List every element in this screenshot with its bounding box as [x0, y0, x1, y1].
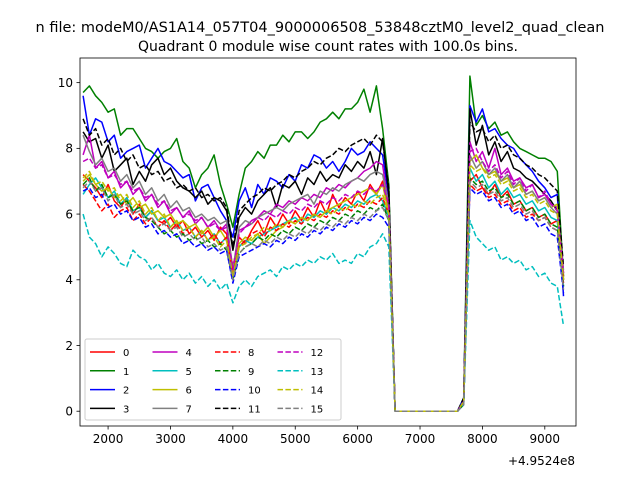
x-tick-label-4000: 4000 [218, 432, 249, 446]
series-line-14 [82, 164, 565, 412]
legend-label-11: 11 [248, 404, 261, 415]
y-tick-label-0: 0 [65, 405, 73, 419]
series-line-2 [82, 95, 565, 412]
legend-label-7: 7 [186, 404, 192, 415]
series-line-8 [82, 183, 565, 412]
legend-label-8: 8 [248, 348, 254, 359]
series-line-10 [82, 187, 565, 412]
legend-label-2: 2 [123, 386, 129, 397]
chart-suptitle: n file: modeM0/AS1A14_057T04_9000006508_… [36, 20, 605, 36]
legend-label-9: 9 [248, 367, 254, 378]
legend-label-1: 1 [123, 367, 129, 378]
x-tick-label-6000: 6000 [342, 432, 373, 446]
legend-label-0: 0 [123, 348, 129, 359]
legend-label-5: 5 [186, 367, 192, 378]
legend-label-6: 6 [186, 386, 192, 397]
x-tick-label-3000: 3000 [155, 432, 186, 446]
y-tick-label-6: 6 [65, 207, 73, 221]
series-line-0 [82, 173, 565, 412]
legend-box [84, 338, 342, 421]
y-axis: 0 2 4 6 8 10 [58, 76, 80, 419]
plot-frame [79, 57, 577, 427]
series-line-12 [82, 147, 565, 412]
series-line-15 [82, 180, 565, 412]
plot-area [79, 57, 577, 427]
x-tick-label-5000: 5000 [280, 432, 311, 446]
series-line-13 [82, 213, 565, 412]
series-lines [82, 75, 565, 412]
legend-label-12: 12 [311, 348, 324, 359]
legend-label-10: 10 [248, 386, 261, 397]
series-line-5 [82, 167, 565, 412]
series-line-11 [82, 118, 565, 412]
x-tick-label-2000: 2000 [93, 432, 124, 446]
legend-label-3: 3 [123, 404, 129, 415]
y-tick-label-10: 10 [58, 76, 73, 90]
legend-label-14: 14 [311, 386, 324, 397]
x-tick-label-9000: 9000 [530, 432, 561, 446]
y-tick-label-4: 4 [65, 273, 73, 287]
x-axis: 2000 3000 4000 5000 6000 7000 8000 9000 [93, 426, 560, 446]
y-tick-label-2: 2 [65, 339, 73, 353]
x-tick-label-7000: 7000 [405, 432, 436, 446]
x-tick-label-8000: 8000 [467, 432, 498, 446]
x-offset-label: +4.9524e8 [508, 454, 575, 468]
series-line-1 [82, 75, 565, 412]
legend-label-15: 15 [311, 404, 324, 415]
legend-label-13: 13 [311, 367, 324, 378]
chart-title: Quadrant 0 module wise count rates with … [138, 39, 518, 55]
legend-label-4: 4 [186, 348, 192, 359]
y-tick-label-8: 8 [65, 142, 73, 156]
series-line-9 [82, 177, 565, 412]
